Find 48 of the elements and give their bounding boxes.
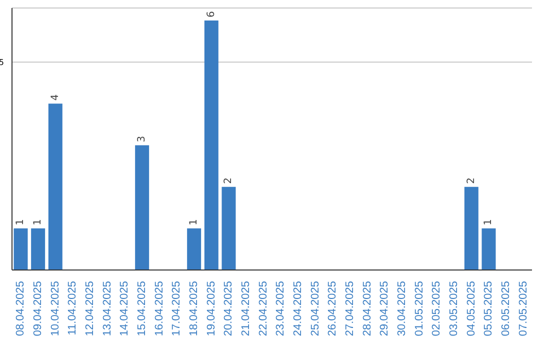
x-tick-label: 04.05.2025 [465, 281, 478, 336]
x-tick-label: 11.04.2025 [66, 281, 79, 336]
x-tick-label: 07.05.2025 [517, 281, 530, 336]
x-tick-label: 30.04.2025 [396, 281, 408, 336]
x-tick-label: 01.05.2025 [413, 281, 426, 336]
bar [464, 186, 478, 270]
data-label: 1 [188, 219, 200, 226]
bar [31, 228, 46, 270]
x-tick-label: 06.05.2025 [500, 281, 512, 336]
bar [48, 104, 62, 270]
data-label: 4 [50, 94, 61, 101]
x-tick-label: 13.04.2025 [101, 281, 114, 336]
x-tick-label: 10.04.2025 [49, 281, 62, 336]
x-tick-label: 24.04.2025 [292, 281, 304, 336]
x-tick-label: 08.04.2025 [14, 281, 27, 336]
x-tick-label: 20.04.2025 [222, 281, 235, 336]
bar [187, 228, 202, 270]
bar [204, 20, 218, 270]
x-tick-label: 27.04.2025 [344, 281, 356, 336]
bar [14, 228, 28, 270]
data-label: 6 [206, 11, 217, 18]
x-tick-label: 17.04.2025 [170, 281, 183, 336]
bar [135, 145, 150, 270]
x-tick-label: 29.04.2025 [378, 281, 391, 336]
data-label: 3 [136, 136, 148, 142]
data-label: 1 [483, 219, 494, 226]
x-tick-label: 28.04.2025 [361, 281, 374, 336]
x-tick-label: 03.05.2025 [448, 281, 460, 336]
x-tick-label: 15.04.2025 [136, 281, 148, 336]
x-tick-label: 19.04.2025 [205, 281, 218, 336]
x-tick-label: 09.04.2025 [32, 281, 44, 336]
data-label: 2 [466, 177, 477, 184]
x-tick-label: 22.04.2025 [257, 281, 270, 336]
x-tick-label: 16.04.2025 [153, 281, 166, 336]
x-tick-label: 05.05.2025 [482, 281, 495, 336]
data-label: 2 [223, 177, 234, 184]
bar [482, 228, 496, 270]
bar [222, 186, 236, 270]
data-label: 1 [32, 219, 44, 226]
x-tick-label: 21.04.2025 [240, 281, 252, 336]
data-label: 1 [15, 219, 26, 226]
x-tick-label: 02.05.2025 [430, 281, 443, 336]
x-tick-label: 23.04.2025 [274, 281, 287, 336]
x-tick-label: 26.04.2025 [326, 281, 339, 336]
x-tick-label: 14.04.2025 [118, 281, 131, 336]
x-tick-label: 25.04.2025 [309, 281, 322, 336]
x-tick-label: 12.04.2025 [84, 281, 96, 336]
x-tick-label: 18.04.2025 [188, 281, 200, 336]
